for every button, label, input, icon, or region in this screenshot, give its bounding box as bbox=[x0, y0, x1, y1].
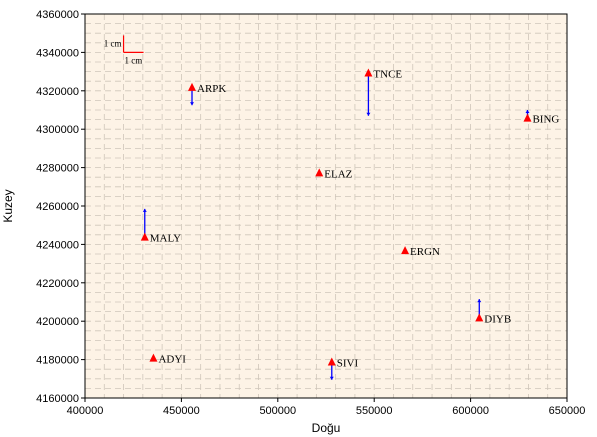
y-axis-label: Kuzey bbox=[1, 189, 15, 222]
y-tick-label: 4320000 bbox=[36, 86, 79, 98]
station-label-ergn: ERGN bbox=[410, 246, 440, 258]
station-label-maly: MALY bbox=[150, 233, 181, 245]
y-tick-label: 4340000 bbox=[36, 47, 79, 59]
x-tick-label: 500000 bbox=[259, 405, 296, 417]
y-tick-label: 4360000 bbox=[36, 9, 79, 21]
station-marker-elaz bbox=[315, 168, 324, 177]
station-marker-tnce bbox=[364, 68, 373, 77]
x-axis: 400000 450000 500000 550000 600000 650000 bbox=[67, 398, 586, 417]
scale-label-vertical: 1 cm bbox=[104, 38, 122, 48]
y-tick-label: 4220000 bbox=[36, 278, 79, 290]
station-label-bing: BING bbox=[532, 114, 559, 126]
station-marker-sivi bbox=[327, 357, 336, 366]
station-marker-maly bbox=[140, 232, 149, 241]
x-tick-label: 650000 bbox=[549, 405, 586, 417]
x-tick-label: 400000 bbox=[67, 405, 104, 417]
y-tick-label: 4280000 bbox=[36, 163, 79, 175]
station-label-tnce: TNCE bbox=[373, 69, 402, 81]
vector-head-tnce bbox=[366, 112, 371, 116]
vector-head-maly bbox=[142, 208, 147, 212]
y-tick-label: 4260000 bbox=[36, 201, 79, 213]
station-label-diyb: DIYB bbox=[484, 313, 511, 325]
station-marker-ergn bbox=[401, 246, 410, 255]
x-axis-label: Doğu bbox=[312, 421, 341, 435]
x-tick-label: 600000 bbox=[452, 405, 489, 417]
x-tick-label: 450000 bbox=[163, 405, 200, 417]
y-tick-label: 4180000 bbox=[36, 355, 79, 367]
y-axis: 4160000 4180000 4200000 4220000 4240000 42600… bbox=[36, 9, 85, 405]
y-tick-label: 4200000 bbox=[36, 316, 79, 328]
vector-head-diyb bbox=[477, 299, 482, 303]
y-tick-label: 4160000 bbox=[36, 393, 79, 405]
station-marker-arpk bbox=[188, 82, 197, 91]
y-tick-label: 4300000 bbox=[36, 124, 79, 136]
scale-legend: 1 cm 1 cm bbox=[104, 35, 144, 65]
station-label-adyi: ADYI bbox=[158, 354, 186, 366]
station-marker-bing bbox=[523, 113, 532, 122]
stations: ARPK TNCE BING ELAZ MALY ERGN DIYB ADYI SIVI bbox=[140, 68, 559, 369]
grid-lines bbox=[85, 14, 567, 398]
vector-head-sivi bbox=[329, 376, 334, 380]
vector-head-bing bbox=[525, 110, 530, 113]
vector-head-arpk bbox=[190, 102, 195, 106]
station-marker-adyi bbox=[149, 353, 158, 362]
station-label-arpk: ARPK bbox=[197, 83, 226, 95]
station-label-sivi: SIVI bbox=[337, 357, 359, 369]
station-marker-diyb bbox=[475, 313, 484, 322]
scale-label-horizontal: 1 cm bbox=[125, 55, 143, 65]
y-tick-label: 4240000 bbox=[36, 239, 79, 251]
x-tick-label: 550000 bbox=[356, 405, 393, 417]
station-label-elaz: ELAZ bbox=[324, 168, 352, 180]
